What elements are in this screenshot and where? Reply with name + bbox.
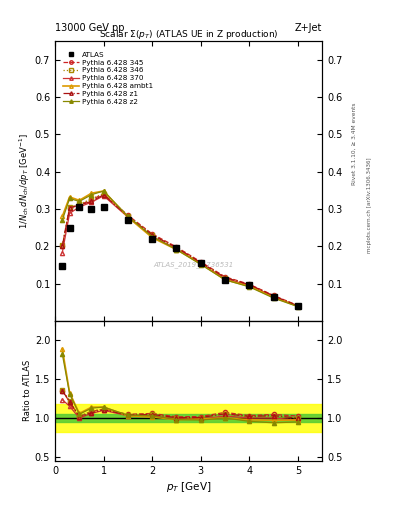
Text: Z+Jet: Z+Jet: [295, 23, 322, 33]
Y-axis label: $1/N_\mathrm{ch}\,dN_\mathrm{ch}/dp_T$ [GeV$^{-1}$]: $1/N_\mathrm{ch}\,dN_\mathrm{ch}/dp_T$ […: [18, 133, 32, 229]
Text: ATLAS_2019_I1736531: ATLAS_2019_I1736531: [154, 262, 234, 268]
Text: mcplots.cern.ch [arXiv:1306.3436]: mcplots.cern.ch [arXiv:1306.3436]: [367, 157, 373, 252]
Title: Scalar $\Sigma(p_T)$ (ATLAS UE in Z production): Scalar $\Sigma(p_T)$ (ATLAS UE in Z prod…: [99, 28, 278, 41]
Y-axis label: Ratio to ATLAS: Ratio to ATLAS: [23, 360, 32, 421]
Text: 13000 GeV pp: 13000 GeV pp: [55, 23, 125, 33]
X-axis label: $p_T$ [GeV]: $p_T$ [GeV]: [166, 480, 211, 494]
Legend: ATLAS, Pythia 6.428 345, Pythia 6.428 346, Pythia 6.428 370, Pythia 6.428 ambt1,: ATLAS, Pythia 6.428 345, Pythia 6.428 34…: [61, 50, 154, 106]
Text: Rivet 3.1.10, ≥ 3.4M events: Rivet 3.1.10, ≥ 3.4M events: [352, 102, 357, 185]
